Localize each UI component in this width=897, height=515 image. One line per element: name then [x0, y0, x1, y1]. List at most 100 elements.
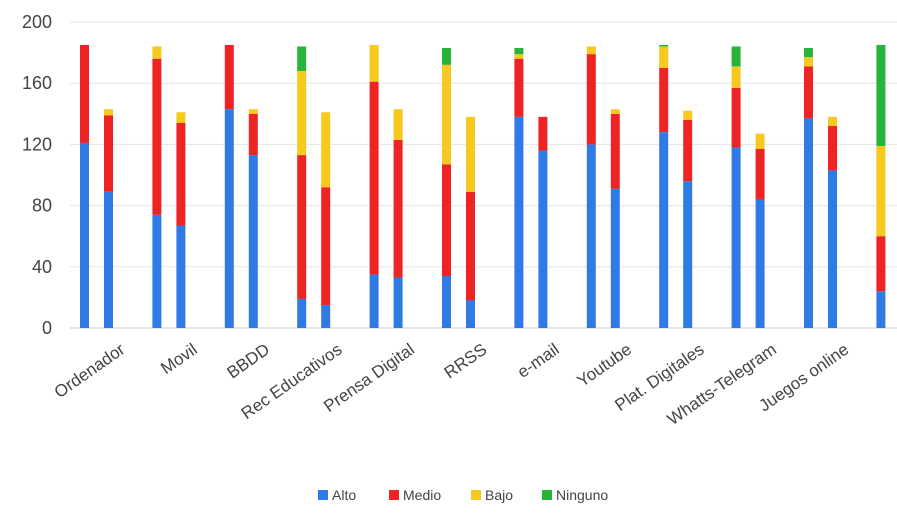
bar-medio-g6-b1 [538, 116, 548, 151]
legend-item-bajo: Bajo [471, 487, 513, 503]
bar-alto-g4-b1 [393, 277, 403, 328]
y-tick-label-160: 160 [22, 73, 52, 93]
bar-bajo-g3-b1 [321, 112, 331, 188]
bar-alto-g7-b0 [586, 144, 596, 328]
bar-medio-g7-b0 [586, 54, 596, 145]
bar-alto-g6-b1 [538, 150, 548, 328]
x-category-label-5: RRSS [441, 340, 491, 383]
bar-medio-g6-b0 [514, 58, 524, 117]
bar-medio-g5-b0 [442, 164, 451, 276]
bar-bajo-g2-b1 [248, 109, 258, 114]
legend-item-alto: Alto [318, 487, 356, 503]
bar-alto-g8-b0 [659, 132, 669, 328]
bar-medio-g0-b0 [80, 44, 89, 143]
bar-ninguno-g5-b0 [442, 48, 451, 65]
bar-bajo-g8-b0 [659, 46, 669, 68]
bar-alto-g9-b0 [731, 147, 741, 328]
y-tick-label-0: 0 [42, 318, 52, 338]
legend-label-bajo: Bajo [485, 487, 513, 503]
bar-medio-g3-b1 [321, 187, 331, 306]
bar-medio-g10-b0 [804, 66, 813, 119]
bar-medio-g2-b1 [248, 113, 258, 156]
bar-alto-g4-b0 [369, 274, 379, 328]
bar-medio-g4-b1 [393, 139, 403, 278]
bar-alto-g2-b0 [224, 109, 234, 329]
bar-alto-g9-b1 [755, 199, 765, 328]
bar-ninguno-g11-b0 [876, 44, 886, 146]
bar-bajo-g1-b1 [176, 112, 186, 123]
bar-alto-g11-b0 [876, 291, 886, 328]
bar-bajo-g0-b1 [104, 109, 113, 116]
bar-medio-g9-b0 [731, 87, 741, 148]
bar-alto-g3-b0 [297, 298, 307, 328]
bar-ninguno-g9-b0 [731, 46, 741, 67]
bar-alto-g0-b1 [104, 191, 113, 328]
legend-label-ninguno: Ninguno [556, 487, 608, 503]
bar-alto-g0-b0 [80, 142, 89, 328]
bar-alto-g2-b1 [248, 155, 258, 328]
bar-bajo-g7-b1 [610, 109, 620, 114]
bar-bajo-g10-b0 [804, 57, 813, 67]
bar-bajo-g4-b0 [369, 44, 379, 82]
bar-medio-g0-b1 [104, 115, 113, 192]
y-tick-label-40: 40 [32, 257, 52, 277]
legend-swatch-bajo [471, 490, 481, 500]
legend-swatch-alto [318, 490, 328, 500]
bar-bajo-g6-b0 [514, 54, 524, 59]
bar-bajo-g4-b1 [393, 109, 403, 140]
y-tick-label-120: 120 [22, 134, 52, 154]
x-category-label-6: e-mail [514, 340, 563, 382]
legend-item-medio: Medio [389, 487, 441, 503]
x-category-label-2: BBDD [224, 340, 274, 383]
bar-medio-g5-b1 [466, 191, 475, 301]
bar-medio-g8-b0 [659, 67, 669, 133]
bar-alto-g5-b0 [442, 275, 451, 328]
legend-label-alto: Alto [332, 487, 356, 503]
bar-alto-g7-b1 [610, 188, 620, 328]
bar-bajo-g7-b0 [586, 46, 596, 55]
bar-bajo-g9-b1 [755, 133, 765, 149]
legend-swatch-ninguno [542, 490, 552, 500]
bar-alto-g8-b1 [683, 181, 693, 328]
y-axis-ticks: 0 40 80 120 160 200 [22, 12, 52, 338]
bar-alto-g1-b0 [152, 214, 162, 328]
bar-alto-g10-b0 [804, 118, 813, 328]
bar-bajo-g10-b1 [828, 116, 837, 127]
bar-alto-g10-b1 [828, 170, 837, 328]
y-tick-label-200: 200 [22, 12, 52, 32]
bar-medio-g7-b1 [610, 113, 620, 189]
legend-item-ninguno: Ninguno [542, 487, 608, 503]
bar-medio-g3-b0 [297, 155, 307, 299]
bars [80, 44, 886, 329]
bar-alto-g3-b1 [321, 305, 331, 328]
bar-medio-g9-b1 [755, 148, 765, 200]
bar-ninguno-g3-b0 [297, 46, 307, 71]
bar-bajo-g5-b1 [466, 116, 475, 192]
x-category-label-0: Ordenador [51, 340, 129, 402]
bar-ninguno-g6-b0 [514, 48, 524, 55]
bar-bajo-g5-b0 [442, 64, 451, 165]
x-category-label-1: Movil [157, 340, 200, 378]
gridlines [70, 21, 897, 329]
bar-medio-g11-b0 [876, 236, 886, 292]
bar-bajo-g8-b1 [683, 110, 693, 120]
bar-alto-g1-b1 [176, 225, 186, 328]
legend: Alto Medio Bajo Ninguno [318, 487, 608, 503]
bar-medio-g1-b1 [176, 122, 186, 226]
bar-medio-g8-b1 [683, 119, 693, 182]
legend-swatch-medio [389, 490, 399, 500]
bar-bajo-g1-b0 [152, 46, 162, 59]
bar-medio-g1-b0 [152, 58, 162, 215]
bar-bajo-g9-b0 [731, 66, 741, 88]
bar-medio-g2-b0 [224, 44, 234, 110]
bar-medio-g4-b0 [369, 81, 379, 275]
bar-ninguno-g10-b0 [804, 48, 813, 58]
bar-bajo-g3-b0 [297, 70, 307, 156]
x-category-label-7: Youtube [574, 340, 636, 391]
bar-bajo-g11-b0 [876, 145, 886, 237]
legend-label-medio: Medio [403, 487, 441, 503]
bar-alto-g5-b1 [466, 300, 475, 328]
